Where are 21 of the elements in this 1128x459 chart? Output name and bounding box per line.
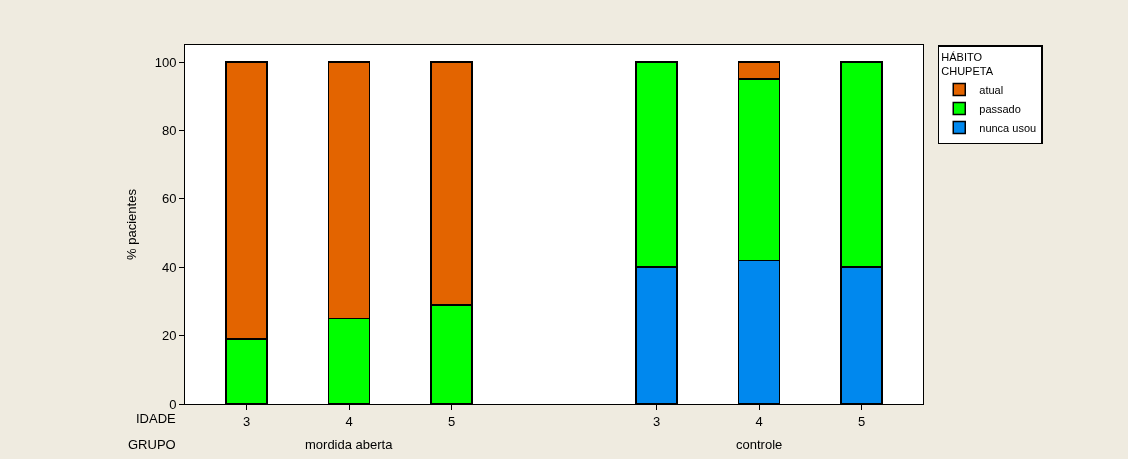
text: controle — [736, 437, 783, 452]
text: mordida aberta — [305, 437, 394, 452]
legend-label: passado — [979, 102, 1021, 115]
y-axis-title: % pacientes — [123, 188, 139, 260]
y-tick-label: 100 — [154, 54, 177, 70]
x-tick-label: 5 — [857, 413, 866, 429]
x-tick-label: 3 — [242, 413, 251, 429]
y-tick-label: 40 — [161, 259, 177, 275]
legend-label: atual — [979, 83, 1004, 96]
y-tick-label: 60 — [161, 191, 177, 207]
text: IDADE — [136, 411, 177, 426]
x-tick-label: 3 — [652, 413, 661, 429]
x-tick-label: 4 — [345, 413, 353, 429]
legend-label: nunca usou — [979, 121, 1037, 134]
legend-title: HÁBITO CHUPETA — [941, 50, 994, 78]
y-tick-label: 80 — [161, 123, 177, 139]
x-tick-label: 5 — [447, 413, 456, 429]
y-tick-label: 20 — [161, 328, 177, 344]
y-tick-label: 0 — [169, 396, 177, 412]
x-tick-label: 4 — [755, 413, 763, 429]
text: GRUPO — [128, 437, 176, 452]
